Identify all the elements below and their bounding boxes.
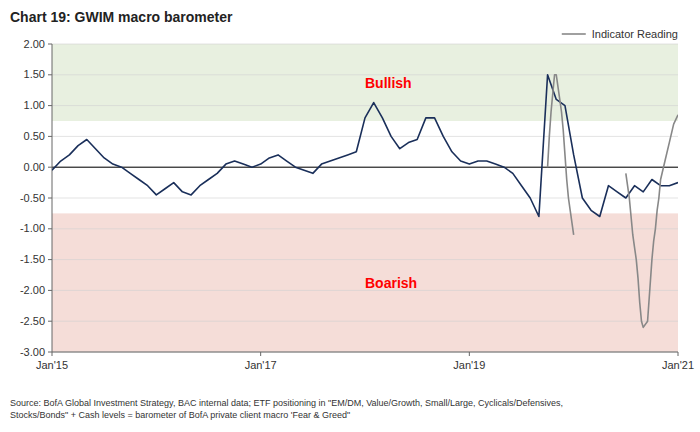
- legend: Indicator Reading: [562, 28, 678, 40]
- source-line: Stocks/Bonds" + Cash levels = barometer …: [10, 410, 350, 420]
- x-tick-label: Jan'15: [36, 359, 68, 371]
- grid-line: [52, 105, 678, 106]
- y-tick: [48, 105, 52, 106]
- grid-line: [52, 321, 678, 322]
- legend-swatch: [562, 33, 586, 35]
- series-lines: [52, 75, 678, 328]
- y-tick: [48, 74, 52, 75]
- legend-label: Indicator Reading: [592, 28, 678, 40]
- grid-line: [52, 44, 678, 45]
- y-tick: [48, 352, 52, 353]
- y-tick-label: -2.00: [20, 284, 45, 296]
- x-tick-label: Jan'21: [662, 359, 694, 371]
- y-tick-label: 0.50: [24, 130, 45, 142]
- grid-line: [52, 352, 678, 353]
- x-tick-label: Jan'19: [453, 359, 485, 371]
- series-line: [52, 75, 678, 217]
- x-tick: [260, 352, 261, 356]
- region-label: Boarish: [365, 275, 417, 291]
- y-tick-label: -1.50: [20, 253, 45, 265]
- x-tick-label: Jan'17: [245, 359, 277, 371]
- grid-line: [52, 136, 678, 137]
- y-tick: [48, 167, 52, 168]
- y-tick: [48, 228, 52, 229]
- y-tick-label: 1.00: [24, 99, 45, 111]
- grid-line: [52, 228, 678, 229]
- y-axis: -3.00 -2.50 -2.00 -1.50 -1.00 -0.50 0.00 0.50 1.…: [20, 38, 678, 358]
- y-tick: [48, 321, 52, 322]
- region-label: Bullish: [365, 75, 412, 91]
- grid-line: [52, 259, 678, 260]
- reference-line: [52, 167, 678, 168]
- source-note: Source: BofA Global Investment Strategy,…: [10, 398, 563, 420]
- y-tick: [48, 136, 52, 137]
- y-tick: [48, 198, 52, 199]
- region-band: [52, 44, 678, 121]
- y-tick-label: -1.00: [20, 222, 45, 234]
- region-band: [52, 213, 678, 352]
- grid-line: [52, 198, 678, 199]
- y-tick-label: -2.50: [20, 315, 45, 327]
- y-tick-label: -0.50: [20, 192, 45, 204]
- x-axis-line: [52, 352, 678, 353]
- y-tick: [48, 259, 52, 260]
- chart: Chart 19: GWIM macro barometer -3.00 -2.50…: [0, 0, 700, 432]
- x-tick: [469, 352, 470, 356]
- grid-line: [52, 167, 678, 168]
- y-tick-label: 1.50: [24, 68, 45, 80]
- y-tick: [48, 44, 52, 45]
- series-line: [626, 115, 678, 328]
- title: Chart 19: GWIM macro barometer: [10, 9, 233, 25]
- y-tick-label: -3.00: [20, 346, 45, 358]
- x-tick: [678, 352, 679, 356]
- y-axis-line: [52, 44, 53, 352]
- source-line: Source: BofA Global Investment Strategy,…: [10, 398, 563, 408]
- y-tick-label: 0.00: [24, 161, 45, 173]
- y-tick-label: 2.00: [24, 38, 45, 50]
- x-axis: Jan'15 Jan'17 Jan'19 Jan'21: [36, 352, 694, 371]
- regions: [52, 44, 678, 352]
- x-tick: [52, 352, 53, 356]
- series-line: [548, 75, 574, 235]
- y-tick: [48, 290, 52, 291]
